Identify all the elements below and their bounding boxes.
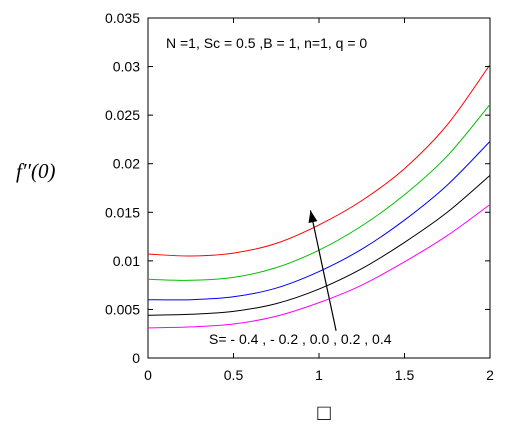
x-tick-label: 1 [315, 367, 323, 383]
series-layer [147, 64, 491, 329]
arrow-layer [308, 210, 337, 331]
x-axis-label: □ [317, 400, 330, 425]
y-tick-label: 0.035 [105, 10, 140, 26]
y-tick-label: 0.025 [105, 107, 140, 123]
x-tick-label: 2 [486, 367, 494, 383]
series-annotation: S= - 0.4 , - 0.2 , 0.0 , 0.2 , 0.4 [209, 331, 392, 347]
params-annotation: N =1, Sc = 0.5 ,B = 1, n=1, q = 0 [166, 35, 367, 51]
x-tick-label: 0.5 [224, 367, 244, 383]
series-line-2 [147, 141, 491, 301]
y-tick-label: 0.01 [113, 253, 140, 269]
tick-layer: 0 0.5 1 1.5 2 0 0.005 0.01 0.015 0.02 0.025 0.03 0.0… [105, 10, 494, 383]
y-axis-label: f′′(0) [16, 159, 56, 183]
x-tick-label: 1.5 [395, 367, 415, 383]
y-tick-label: 0.015 [105, 204, 140, 220]
y-tick-label: 0.005 [105, 301, 140, 317]
series-line-3 [147, 174, 491, 316]
arrow-shaft [309, 210, 337, 331]
series-line-0 [147, 64, 491, 257]
arrow-head [308, 210, 318, 224]
y-tick-label: 0.02 [113, 156, 140, 172]
x-tick-label: 0 [144, 367, 152, 383]
y-tick-label: 0 [132, 350, 140, 366]
series-line-4 [147, 204, 491, 329]
plot-frame [147, 17, 491, 359]
y-tick-label: 0.03 [113, 59, 140, 75]
